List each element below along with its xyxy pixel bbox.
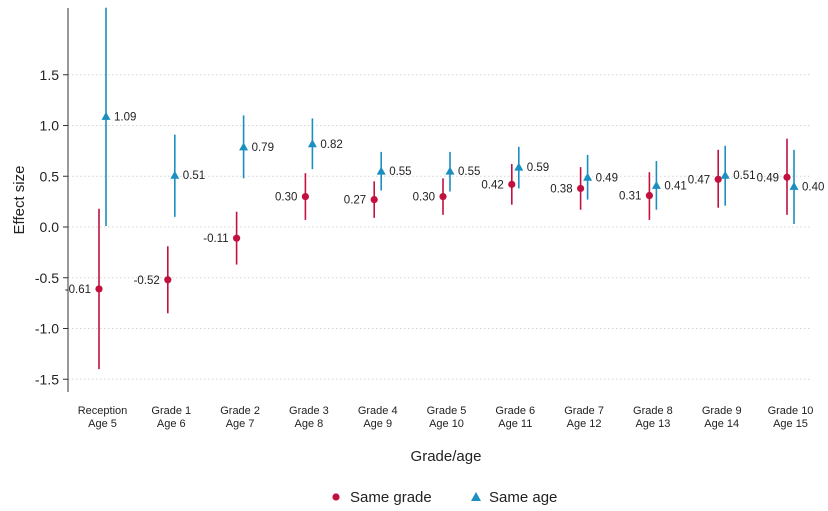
data-label-same-age: 0.51: [733, 170, 755, 182]
data-label-same-grade: -0.52: [134, 275, 160, 287]
data-label-same-age: 0.55: [458, 166, 480, 178]
y-tick-label: -1.0: [35, 321, 59, 337]
data-label-same-age: 0.40: [802, 181, 824, 193]
data-label-same-grade: -0.61: [65, 284, 91, 296]
x-tick-label: Grade 3: [289, 405, 329, 417]
gridlines: [68, 74, 810, 380]
x-axis-title: Grade/age: [411, 448, 482, 465]
legend-label-same-age: Same age: [489, 489, 557, 506]
point-same-age: [170, 170, 180, 179]
x-tick-label: Grade 10: [768, 405, 814, 417]
point-same-age: [720, 170, 730, 179]
data-label-same-grade: 0.27: [344, 195, 366, 207]
y-tick-label: -1.5: [35, 371, 59, 387]
data-label-same-grade: 0.30: [275, 192, 297, 204]
x-tick-label: Age 7: [226, 418, 255, 430]
point-same-grade: [370, 195, 378, 204]
x-tick-label: Age 9: [363, 418, 392, 430]
data-labels: -0.61-0.52-0.110.30 0.27 0.300.42 0.380.310…: [65, 111, 825, 296]
data-label-same-age: 0.79: [252, 142, 274, 154]
data-label-same-grade: 0.49: [757, 172, 779, 184]
point-same-grade: [301, 192, 309, 201]
point-same-grade: [95, 285, 103, 293]
data-marks: [95, 7, 799, 370]
x-tick-label: Grade 8: [633, 405, 673, 417]
x-tick-label: Grade 7: [564, 405, 604, 417]
x-tick-label: Grade 6: [495, 405, 535, 417]
x-tick-label: Age 15: [773, 418, 808, 430]
data-label-same-grade: 0.47: [688, 174, 710, 186]
y-tick-label: 0.0: [40, 219, 60, 235]
data-label-same-age: 0.59: [527, 162, 549, 174]
data-label-same-grade: 0.42: [481, 179, 503, 191]
x-tick-label: Age 6: [157, 418, 186, 430]
point-same-age: [307, 139, 317, 148]
x-tick-label: Age 10: [429, 418, 464, 430]
point-same-age: [789, 181, 799, 190]
point-same-grade: [439, 192, 447, 201]
data-label-same-age: 1.09: [114, 111, 136, 123]
x-tick-label: Age 8: [295, 418, 324, 430]
point-same-grade: [164, 276, 172, 284]
point-same-age: [239, 142, 249, 151]
data-label-same-age: 0.49: [596, 172, 618, 184]
data-label-same-age: 0.55: [389, 166, 411, 178]
x-tick-label: Reception: [78, 405, 128, 417]
x-tick-label: Age 12: [567, 418, 602, 430]
point-same-age: [101, 111, 111, 120]
x-tick-label: Age 14: [704, 418, 739, 430]
x-tick-label: Grade 4: [358, 405, 398, 417]
point-same-age: [583, 172, 593, 181]
data-label-same-grade: -0.11: [203, 233, 228, 245]
y-tick-label: 1.0: [40, 118, 60, 134]
data-label-same-age: 0.41: [664, 180, 686, 192]
y-tick-label: -0.5: [35, 270, 59, 286]
data-label-same-grade: 0.38: [550, 183, 572, 195]
point-same-grade: [645, 191, 654, 200]
x-tick-label: Grade 9: [702, 405, 742, 417]
y-ticks: 1.5 1.0 0.5 0.0 -0.5 -1.0 -1.5: [35, 67, 68, 387]
data-label-same-age: 0.82: [320, 139, 342, 151]
point-same-grade: [783, 173, 791, 181]
x-tick-label: Age 13: [635, 418, 670, 430]
point-same-grade: [508, 180, 516, 188]
data-label-same-age: 0.51: [183, 170, 205, 182]
x-tick-label: Grade 2: [220, 405, 260, 417]
y-tick-label: 0.5: [40, 168, 60, 184]
point-same-age: [376, 166, 386, 175]
point-same-age: [651, 180, 661, 189]
point-same-grade: [233, 234, 241, 242]
y-tick-label: 1.5: [40, 67, 60, 83]
point-same-age: [445, 166, 455, 175]
data-label-same-grade: 0.31: [619, 191, 641, 203]
y-axis-title: Effect size: [11, 166, 28, 235]
legend: Same grade Same age: [332, 489, 557, 506]
data-label-same-grade: 0.30: [413, 192, 435, 204]
legend-label-same-grade: Same grade: [350, 489, 432, 506]
point-same-grade: [577, 184, 585, 193]
x-tick-label: Grade 5: [427, 405, 467, 417]
x-tick-label: Age 5: [88, 418, 117, 430]
legend-marker-same-age: [471, 492, 481, 501]
point-same-grade: [714, 175, 722, 183]
legend-marker-same-grade: [332, 493, 340, 501]
x-tick-label: Age 11: [498, 418, 532, 430]
x-tick-label: Grade 1: [151, 405, 191, 417]
point-same-age: [514, 162, 524, 171]
